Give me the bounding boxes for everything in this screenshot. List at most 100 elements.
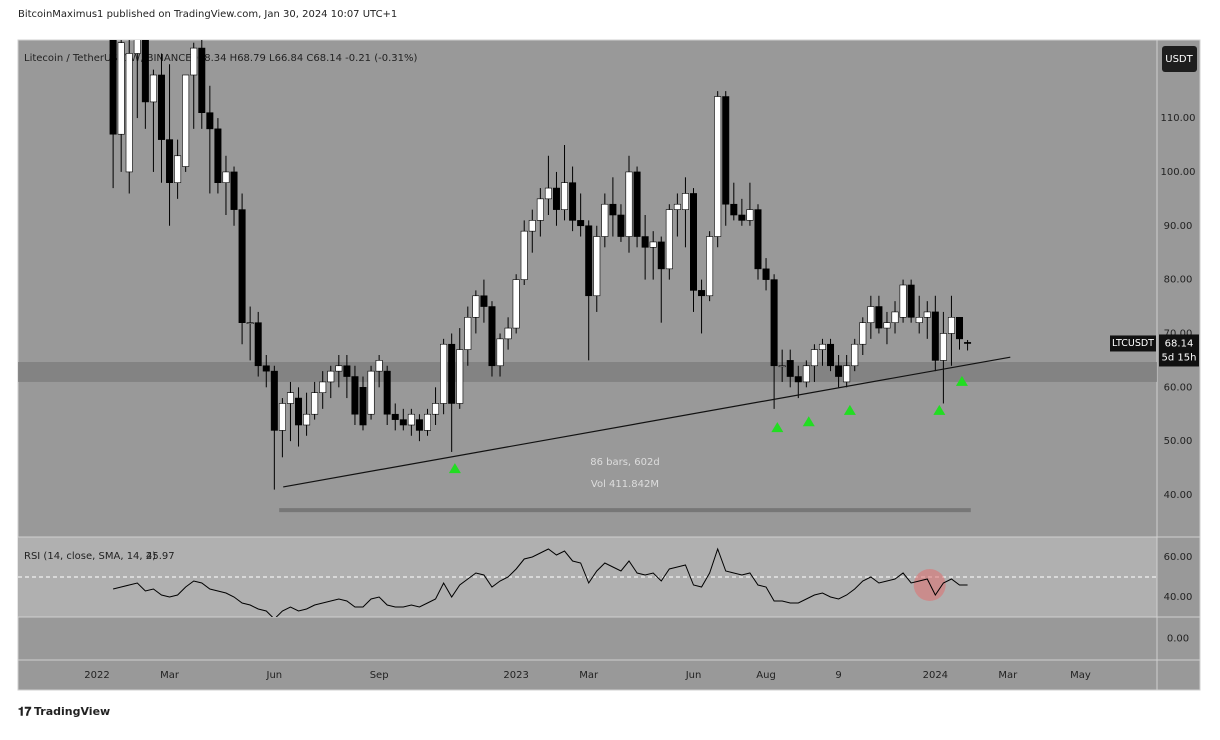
candle-body: [947, 317, 955, 334]
candle-body: [367, 370, 375, 415]
candle-body: [883, 322, 891, 329]
x-tick-label: 2024: [923, 670, 948, 681]
candle-body: [440, 343, 448, 404]
candle-body: [246, 322, 254, 324]
candle-body: [351, 376, 359, 415]
x-tick-label: Mar: [160, 670, 180, 681]
symbol-title: Litecoin / TetherUS, 1W, BINANCE: [24, 53, 192, 64]
candle-body: [835, 365, 843, 377]
symbol-label: LTCUSDT: [1112, 338, 1154, 349]
y-tick-label: 60.00: [1164, 382, 1193, 393]
candle-body: [802, 365, 810, 383]
support-marker: [843, 404, 856, 415]
candle-body: [536, 198, 544, 221]
candle-body: [593, 236, 601, 297]
candle-body: [423, 413, 431, 431]
x-tick-label: 2022: [84, 670, 109, 681]
x-tick-label: Mar: [579, 670, 599, 681]
support-marker: [771, 422, 784, 433]
candle-body: [375, 360, 383, 372]
candle-body: [512, 279, 520, 329]
candle-body: [125, 53, 133, 173]
candle-body: [303, 413, 311, 426]
candle-body: [327, 370, 335, 383]
candle-body: [520, 230, 528, 280]
candle-body: [222, 171, 230, 183]
candles: 86 bars, 602d Vol 411.842M: [18, 40, 1157, 513]
x-tick-label: Jun: [685, 670, 702, 681]
candle-body: [198, 47, 206, 113]
candle-body: [480, 295, 488, 307]
candle-body: [931, 311, 939, 361]
candle-body: [746, 209, 754, 221]
candle-body: [706, 236, 714, 297]
candle-body: [939, 333, 947, 361]
candle-body: [714, 96, 722, 237]
support-marker: [955, 375, 968, 386]
candle-body: [214, 128, 222, 183]
candle-body: [286, 392, 294, 404]
candle-body: [673, 203, 681, 210]
rsi-line: [112, 547, 968, 617]
candle-body: [601, 203, 609, 237]
candle-body: [456, 349, 464, 404]
x-tick-label: Sep: [370, 670, 389, 681]
candle-body: [504, 327, 512, 340]
x-tick-label: Mar: [998, 670, 1018, 681]
candle-body: [964, 342, 972, 344]
x-tick-label: 9: [835, 670, 841, 681]
candle-body: [295, 397, 303, 426]
y-tick-label: 40.00: [1164, 592, 1193, 603]
candle-body: [544, 187, 552, 200]
candle-body: [907, 284, 915, 318]
candle-body: [698, 290, 706, 297]
candle-body: [190, 47, 198, 76]
candle-body: [230, 171, 238, 210]
candle-body: [262, 365, 270, 372]
candle-body: [157, 74, 165, 140]
candle-body: [174, 155, 182, 183]
candle-body: [827, 343, 835, 367]
candle-body: [448, 343, 456, 404]
price-tag: [1159, 334, 1199, 367]
candle-body: [552, 187, 560, 210]
currency-box: [1162, 46, 1197, 72]
candle-body: [415, 419, 423, 431]
support-marker: [933, 404, 946, 415]
candle-body: [690, 193, 698, 291]
brand-logo: 𝟏𝟕: [18, 705, 32, 719]
candle-body: [335, 365, 343, 372]
candle-body: [762, 268, 770, 280]
candle-body: [577, 220, 585, 227]
candle-body: [722, 96, 730, 205]
candle-body: [141, 40, 149, 103]
candle-body: [561, 182, 569, 210]
candle-body: [311, 392, 319, 415]
candle-body: [359, 387, 367, 426]
candle-body: [343, 365, 351, 377]
candle-body: [625, 171, 633, 237]
support-zone: [18, 362, 1157, 382]
candle-body: [166, 139, 174, 183]
candle-body: [818, 343, 826, 350]
rsi: [18, 547, 1157, 617]
candle-body: [569, 182, 577, 221]
candle-body: [875, 306, 883, 329]
candle-body: [528, 220, 536, 232]
x-tick-label: Aug: [756, 670, 776, 681]
candle-body: [464, 317, 472, 350]
candle-body: [133, 40, 141, 54]
candle-body: [730, 203, 738, 216]
candle-body: [923, 311, 931, 318]
candle-body: [238, 209, 246, 323]
candle-body: [472, 295, 480, 318]
candle-body: [278, 403, 286, 431]
candle-body: [319, 381, 327, 393]
candle-body: [657, 241, 665, 270]
y-tick-label: 80.00: [1164, 275, 1193, 286]
candle-body: [754, 209, 762, 270]
candle-body: [899, 284, 907, 318]
y-tick-label: 40.00: [1164, 490, 1193, 501]
x-tick-label: May: [1070, 670, 1091, 681]
